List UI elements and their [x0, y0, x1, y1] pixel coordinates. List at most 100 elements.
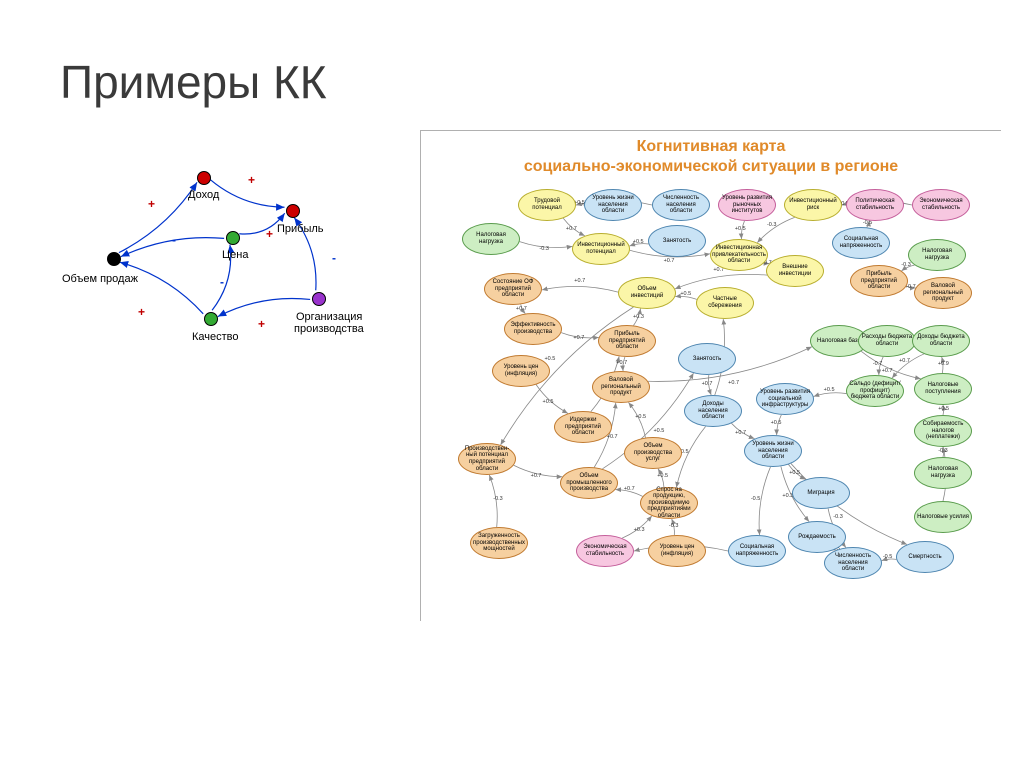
edge-weight: +0.5 [735, 226, 746, 232]
node-dot [286, 204, 300, 218]
edge [628, 402, 645, 437]
concept-node: Инвестиционный риск [784, 189, 842, 221]
edge-weight: -0.3 [493, 496, 502, 502]
concept-node: Уровень цен (инфляция) [648, 535, 706, 567]
edge-weight: -0.3 [539, 246, 548, 252]
concept-node: Уровень развития рыночных институтов [718, 189, 776, 221]
edge-weight: +0.5 [938, 406, 949, 412]
concept-node: Объем инвестиций [618, 277, 676, 309]
edge-weight: +0.5 [657, 473, 668, 479]
concept-node: Собираемость налогов (неплатежи) [914, 415, 972, 447]
concept-node: Уровень жизни населения области [744, 435, 802, 467]
edge-weight: +0.3 [633, 314, 644, 320]
edge-weight: -0.7 [873, 361, 882, 367]
edge [542, 286, 618, 292]
concept-node: Доходы бюджета области [912, 325, 970, 357]
concept-node: Занятость [678, 343, 736, 375]
edge-weight: -0.3 [669, 523, 678, 529]
concept-node: Загруженность производственных мощностей [470, 527, 528, 559]
slide: Примеры КК +++-+--+Объем продажДоходЦена… [0, 0, 1024, 767]
concept-node: Спрос на продукцию, производимую предпри… [640, 487, 698, 519]
edge-weight: +0.7 [531, 473, 542, 479]
concept-node: Прибыль предприятий области [850, 265, 908, 297]
edge-weight: +0.7 [516, 306, 527, 312]
concept-node: Политическая стабильность [846, 189, 904, 221]
concept-node: Налоговая нагрузка [914, 457, 972, 489]
concept-node: Производствен- ный потенциал предприятий… [458, 443, 516, 475]
concept-node: Уровень развития социальной инфраструкту… [756, 383, 814, 415]
concept-node: Экономическая стабильность [576, 535, 634, 567]
node-label: Организация [296, 311, 362, 323]
concept-node: Налоговые поступления [914, 373, 972, 405]
edge [759, 467, 770, 535]
concept-node: Объем промышленного производства [560, 467, 618, 499]
concept-node: Сальдо (дефицит/профицит) бюджета област… [846, 375, 904, 407]
edge-sign: + [148, 197, 155, 211]
edge-weight: +0.7 [728, 380, 739, 386]
edge-weight: -0.3 [901, 262, 910, 268]
concept-node: Численность населения области [824, 547, 882, 579]
edge-weight: +0.5 [771, 420, 782, 426]
concept-node: Численность населения области [652, 189, 710, 221]
node-dot [107, 252, 121, 266]
edge-weight: +0.5 [653, 428, 664, 434]
node-label: производства [294, 323, 364, 335]
concept-node: Состояние ОФ предприятий области [484, 273, 542, 305]
edge-weight: +0.5 [680, 291, 691, 297]
edge-sign: - [332, 251, 336, 265]
edge-weight: -0.3 [833, 514, 842, 520]
concept-node: Миграция [792, 477, 850, 509]
concept-node: Социальная напряженность [728, 535, 786, 567]
edge [119, 182, 197, 252]
edge-weight: -0.5 [863, 220, 872, 226]
edge-weight: +0.5 [635, 414, 646, 420]
concept-node: Налоговая нагрузка [908, 239, 966, 271]
concept-node: Частные сбережения [696, 287, 754, 319]
concept-node: Доходы населения области [684, 395, 742, 427]
concept-node: Социальная напряженность [832, 227, 890, 259]
concept-node: Объем производства услуг [624, 437, 682, 469]
edge-weight: +0.7 [566, 226, 577, 232]
node-label: Объем продаж [62, 273, 138, 285]
edge-weight: +0.7 [616, 360, 627, 366]
edge-weight: +0.5 [633, 239, 644, 245]
concept-node: Уровень цен (инфляция) [492, 355, 550, 387]
edge-weight: -0.5 [751, 496, 760, 502]
node-dot [204, 312, 218, 326]
edge-weight: +0.7 [624, 486, 635, 492]
edge-sign: - [220, 275, 224, 289]
left-cognitive-map: +++-+--+Объем продажДоходЦенаПрибыльКаче… [80, 155, 390, 405]
edge-weight: +0.7 [882, 368, 893, 374]
concept-node: Издержки предприятий области [554, 411, 612, 443]
edge-sign: + [258, 317, 265, 331]
concept-node: Инвестиционный потенциал [572, 233, 630, 265]
edge-weight: +0.5 [544, 356, 555, 362]
node-label: Качество [192, 331, 239, 343]
edge-sign: - [172, 233, 176, 247]
edge-weight: +0.5 [543, 399, 554, 405]
concept-node: Прибыль предприятий области [598, 325, 656, 357]
edge-weight: +0.7 [664, 258, 675, 264]
concept-node: Налоговая нагрузка [462, 223, 520, 255]
edge-weight: -0.5 [883, 554, 892, 560]
edge-weight: +0.5 [789, 470, 800, 476]
node-dot [197, 171, 211, 185]
concept-node: Эффективность производства [504, 313, 562, 345]
node-dot [226, 231, 240, 245]
node-label: Доход [188, 189, 219, 201]
edge-weight: +0.5 [824, 387, 835, 393]
edge-weight: +0.7 [573, 335, 584, 341]
edge-sign: + [248, 173, 255, 187]
concept-node: Налоговые усилия [914, 501, 972, 533]
slide-title: Примеры КК [60, 55, 327, 109]
concept-node: Рождаемость [788, 521, 846, 553]
concept-node: Расходы бюджета области [858, 325, 916, 357]
concept-node: Занятость [648, 225, 706, 257]
edge-weight: -0.3 [938, 448, 947, 454]
concept-node: Уровень жизни населения области [584, 189, 642, 221]
edge-weight: +0.7 [702, 381, 713, 387]
concept-node: Валовой региональный продукт [914, 277, 972, 309]
edge [120, 262, 203, 314]
edge-weight: -0.3 [767, 222, 776, 228]
node-dot [312, 292, 326, 306]
